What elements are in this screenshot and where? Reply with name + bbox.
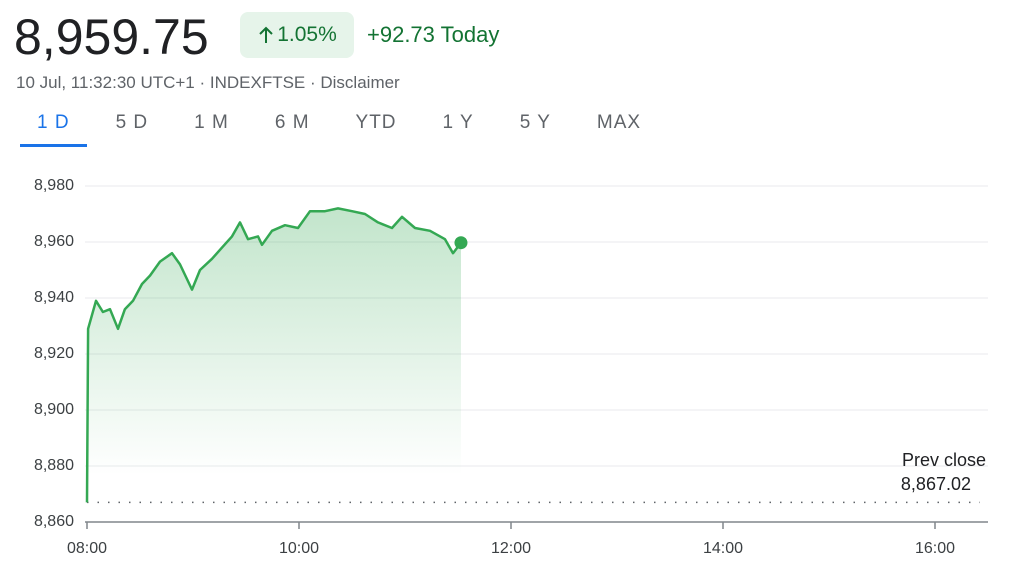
range-tab[interactable]: 1 Y	[442, 112, 474, 133]
x-tick-label: 16:00	[915, 540, 955, 557]
y-tick-label: 8,960	[34, 233, 74, 250]
range-tab[interactable]: 6 M	[274, 112, 310, 133]
y-tick-label: 8,900	[34, 401, 74, 418]
x-tick-label: 12:00	[491, 540, 531, 557]
y-tick-label: 8,980	[34, 177, 74, 194]
y-tick-label: 8,860	[34, 513, 74, 530]
x-tick-label: 10:00	[279, 540, 319, 557]
y-tick-label: 8,920	[34, 345, 74, 362]
y-tick-label: 8,880	[34, 457, 74, 474]
range-tabs: 1 D 5 D 1 M 6 M YTD 1 Y 5 Y MAX	[20, 112, 670, 147]
prev-close-label: Prev close	[902, 450, 986, 470]
range-tab[interactable]: 1 D	[20, 112, 87, 147]
subtitle: 10 Jul, 11:32:30 UTC+1 · INDEXFTSE · Dis…	[16, 73, 400, 92]
range-tab[interactable]: 5 D	[115, 112, 149, 133]
range-tab[interactable]: 1 M	[194, 112, 229, 133]
up-arrow	[259, 26, 273, 43]
price-line	[85, 207, 462, 503]
y-tick-label: 8,940	[34, 289, 74, 306]
change-today: +92.73 Today	[367, 22, 500, 47]
range-tab[interactable]: 5 Y	[519, 112, 551, 133]
price: 8,959.75	[14, 9, 209, 65]
change-percent: 1.05%	[277, 23, 337, 46]
change-pill: 1.05%	[240, 12, 354, 58]
x-tick-label: 08:00	[67, 540, 107, 557]
prev-close-value: 8,867.02	[901, 474, 971, 494]
x-tick-label: 14:00	[703, 540, 743, 557]
last-point	[454, 236, 468, 250]
area	[87, 208, 461, 522]
range-tab[interactable]: YTD	[355, 112, 397, 133]
range-tab[interactable]: MAX	[596, 112, 642, 133]
